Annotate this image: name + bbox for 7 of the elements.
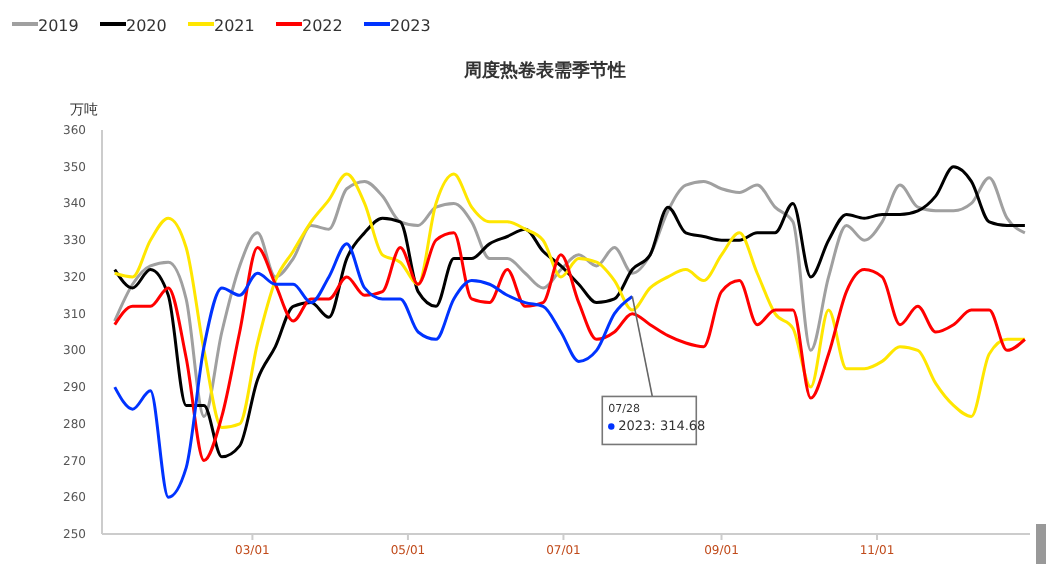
line-series <box>113 231 1027 463</box>
legend-label: 2023 <box>390 17 431 35</box>
legend-label: 2021 <box>214 17 255 35</box>
legend-label: 2019 <box>38 17 79 35</box>
chart-title: 周度热卷表需季节性 <box>462 60 626 82</box>
legend-label: 2022 <box>302 17 343 35</box>
legend-label: 2020 <box>126 17 167 35</box>
